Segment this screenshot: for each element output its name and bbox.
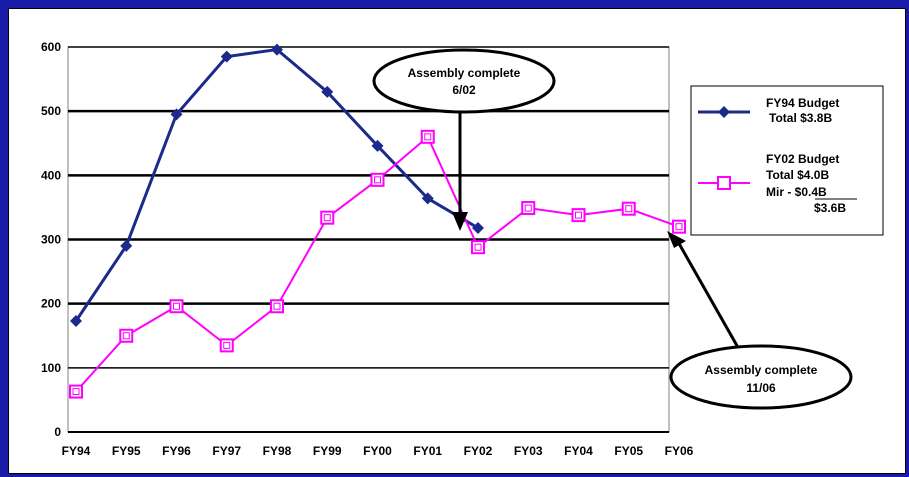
callout-11-06-ellipse <box>669 344 853 410</box>
legend-swatch-fy94-marker <box>718 106 730 118</box>
point-fy94-4 <box>271 43 283 56</box>
x-tick-label: FY94 <box>62 444 91 458</box>
y-tick-label: 400 <box>41 168 61 182</box>
legend-fy94-line1: FY94 Budget <box>766 96 839 110</box>
point-fy02-1 <box>119 328 134 343</box>
y-axis-ticks: 0 100 200 300 400 500 600 <box>41 40 61 439</box>
y-tick-label: 200 <box>41 297 61 311</box>
x-tick-label: FY97 <box>212 444 241 458</box>
x-tick-label: FY98 <box>263 444 292 458</box>
point-fy02-10 <box>571 208 586 223</box>
point-fy02-8 <box>471 240 485 255</box>
legend-fy02-line1: FY02 Budget <box>766 152 839 166</box>
point-fy94-6 <box>371 139 384 152</box>
point-fy02-0 <box>69 384 83 399</box>
point-fy02-6 <box>370 172 385 187</box>
callout-6-02-arrow-head <box>452 212 468 231</box>
point-fy02-inner-11 <box>625 205 633 213</box>
budget-line-chart: 0 100 200 300 400 500 600 FY94 FY95 FY96 FY97 FY98… <box>41 40 884 458</box>
point-fy02-inner-10 <box>575 211 582 219</box>
x-tick-label: FY03 <box>514 444 543 458</box>
point-fy02-inner-6 <box>374 176 381 184</box>
callout-6-02-line1: Assembly complete <box>408 66 521 80</box>
x-tick-label: FY99 <box>313 444 342 458</box>
legend-fy02-line3: Mir - $0.4B <box>766 185 827 199</box>
point-fy02-inner-4 <box>273 302 281 310</box>
point-fy94-1 <box>120 239 133 252</box>
legend-swatch-fy02-marker <box>717 176 731 190</box>
y-tick-label: 500 <box>41 104 61 118</box>
x-tick-label: FY96 <box>162 444 191 458</box>
y-tick-label: 0 <box>54 425 61 439</box>
callout-11-06-line1: Assembly complete <box>705 363 818 377</box>
callout-6-02-ellipse <box>372 48 556 114</box>
legend-fy02-line4: $3.6B <box>814 201 846 215</box>
legend-fy02-line2: Total $4.0B <box>766 168 829 182</box>
callout-11-06-arrow-head <box>667 231 686 248</box>
point-fy02-11 <box>621 201 636 216</box>
x-tick-label: FY95 <box>112 444 141 458</box>
point-fy02-inner-12 <box>675 223 683 231</box>
series-markers <box>69 43 686 399</box>
point-fy94-0 <box>70 314 82 327</box>
y-tick-label: 100 <box>41 361 61 375</box>
point-fy02-inner-5 <box>323 214 331 222</box>
y-tick-label: 600 <box>41 40 61 54</box>
point-fy94-2 <box>170 108 183 121</box>
point-fy02-inner-8 <box>474 243 482 251</box>
point-fy94-5 <box>321 85 334 98</box>
x-tick-label: FY00 <box>363 444 392 458</box>
x-tick-label: FY02 <box>464 444 493 458</box>
x-tick-label: FY06 <box>665 444 694 458</box>
point-fy02-inner-7 <box>424 133 432 141</box>
callout-11-06-arrow-shaft <box>675 239 742 352</box>
point-fy02-5 <box>320 210 335 225</box>
x-tick-label: FY05 <box>614 444 643 458</box>
point-fy02-inner-1 <box>122 332 130 340</box>
point-fy02-12 <box>672 219 686 234</box>
y-tick-label: 300 <box>41 233 61 247</box>
point-fy02-inner-2 <box>173 302 180 310</box>
x-tick-label: FY01 <box>413 444 442 458</box>
callout-assembly-11-06: Assembly complete 11/06 <box>667 231 853 410</box>
point-fy02-inner-0 <box>72 388 80 396</box>
legend-fy94-line2: Total $3.8B <box>769 111 832 125</box>
point-fy02-inner-9 <box>524 204 532 212</box>
point-fy02-inner-3 <box>223 341 231 349</box>
point-fy94-3 <box>220 50 233 63</box>
legend: FY94 Budget Total $3.8B FY02 Budget Tota… <box>690 85 884 236</box>
x-tick-label: FY04 <box>564 444 593 458</box>
callout-11-06-line2: 11/06 <box>746 381 776 395</box>
point-fy02-2 <box>169 299 184 314</box>
point-fy02-9 <box>521 201 536 216</box>
point-fy94-7 <box>421 192 434 205</box>
point-fy94-8 <box>472 221 484 234</box>
point-fy02-3 <box>219 338 234 353</box>
chart-frame: 0 100 200 300 400 500 600 FY94 FY95 FY96 FY97 FY98… <box>8 8 906 474</box>
callout-assembly-6-02: Assembly complete 6/02 <box>372 48 556 231</box>
point-fy02-4 <box>270 299 284 314</box>
gridlines <box>68 46 669 433</box>
point-fy02-7 <box>420 129 435 144</box>
x-axis-ticks: FY94 FY95 FY96 FY97 FY98 FY99 FY00 FY01 FY02 FY03… <box>62 444 694 458</box>
callout-6-02-line2: 6/02 <box>452 83 476 97</box>
